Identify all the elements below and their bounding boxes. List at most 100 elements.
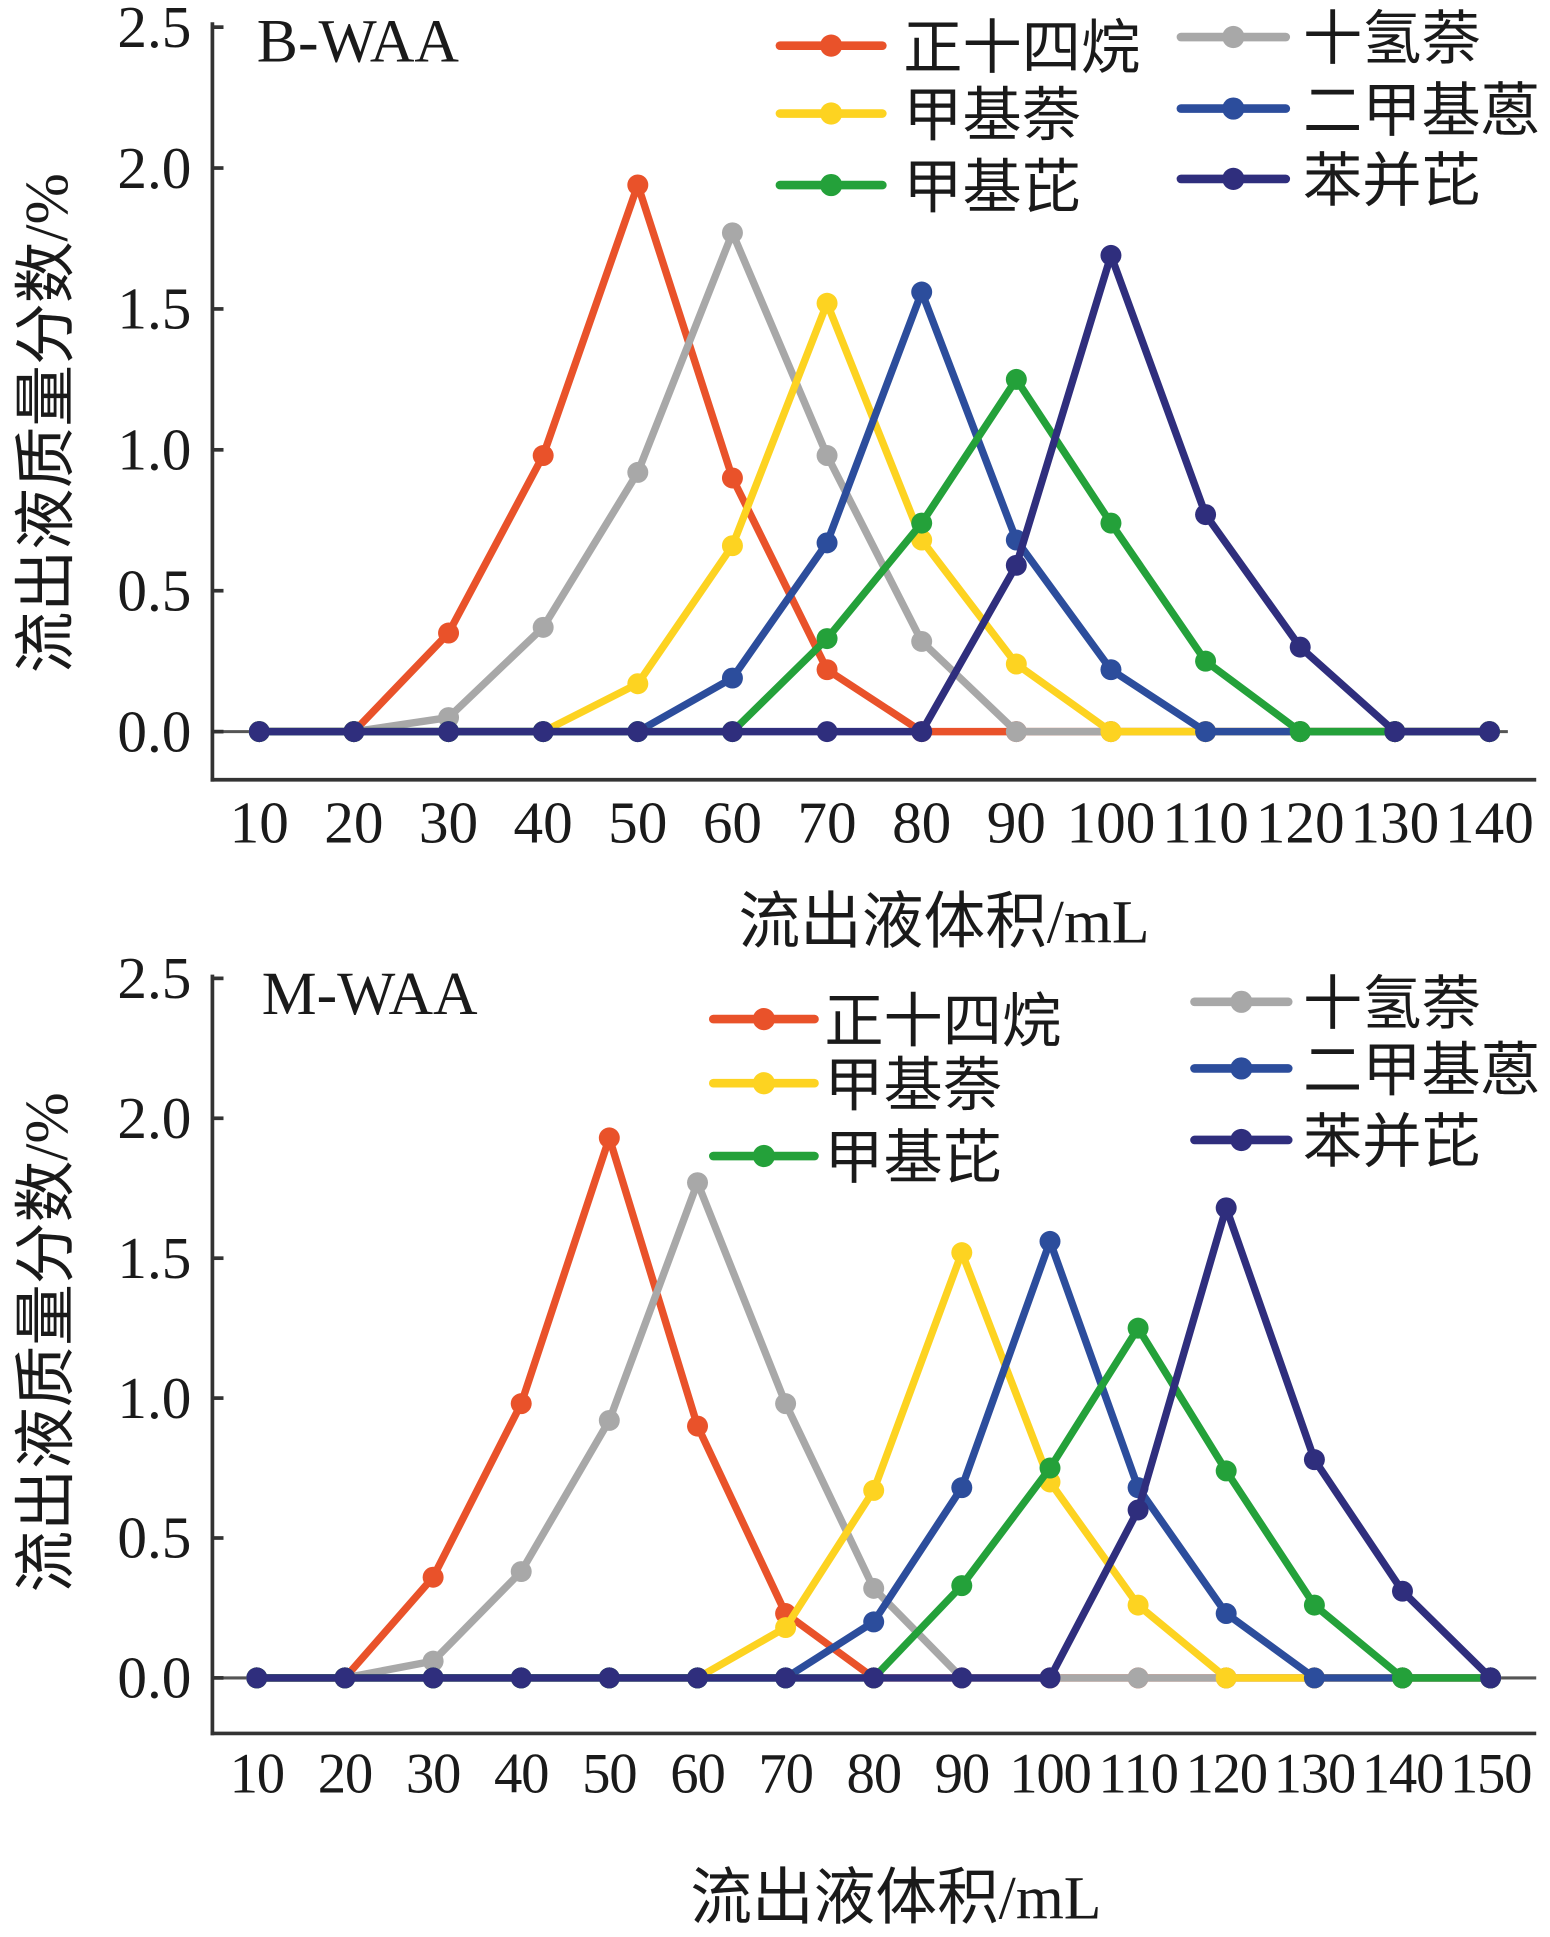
data-point [627, 461, 649, 483]
legend-label: 苯并芘 [1303, 1109, 1481, 1175]
data-point [627, 673, 649, 695]
legend-swatch-marker [820, 102, 843, 125]
data-point [438, 622, 460, 644]
x-tick-label: 10 [230, 1743, 284, 1806]
data-point [816, 659, 838, 681]
data-point [1100, 512, 1122, 534]
data-point [1478, 721, 1500, 743]
data-point [721, 467, 743, 489]
x-tick-label: 60 [670, 1743, 724, 1806]
data-point [1100, 659, 1122, 681]
data-point [863, 1479, 885, 1501]
series-layer [246, 1127, 1502, 1689]
x-tick-label: 70 [758, 1743, 812, 1806]
data-point [1195, 650, 1217, 672]
legend-swatch-marker [820, 34, 843, 57]
legend-label: 十氢萘 [1303, 971, 1481, 1037]
data-point [532, 721, 554, 743]
legend-label: 正十四烷 [824, 988, 1061, 1054]
legend-swatch-marker [1230, 1057, 1253, 1080]
x-tick-label: 20 [324, 790, 383, 856]
legend-label: 二甲基蒽 [1303, 78, 1540, 144]
legend-swatch-marker [820, 173, 843, 197]
x-tick-label: 130 [1274, 1743, 1355, 1806]
data-point [1303, 1594, 1325, 1616]
data-point [721, 667, 743, 689]
x-tick-label: 130 [1350, 790, 1439, 856]
data-point [1127, 1499, 1149, 1521]
x-axis-ticks: 10 20 30 40 50 60 70 80 90 100 110 120 130 140 [230, 790, 1534, 856]
series-layer [248, 174, 1500, 743]
data-point [911, 630, 933, 652]
y-tick-label: 2.0 [117, 1085, 191, 1151]
data-point [598, 1667, 620, 1689]
data-point [627, 721, 649, 743]
legend-swatch-marker [752, 1072, 775, 1095]
data-point [951, 1575, 973, 1597]
data-point [816, 445, 838, 466]
data-point [627, 174, 649, 196]
data-point [438, 721, 460, 743]
data-point [951, 1242, 973, 1264]
legend-item-dimethylanthracene: 二甲基蒽 [1176, 78, 1540, 144]
series-line [255, 251, 1494, 736]
data-point [687, 1667, 709, 1689]
x-tick-label: 20 [318, 1743, 372, 1806]
x-tick-label: 150 [1450, 1743, 1531, 1806]
legend-swatch-marker [1222, 97, 1245, 120]
data-point [1392, 1667, 1413, 1689]
legend-item-methylpyrene: 甲基芘 [775, 154, 1081, 220]
data-point [422, 1667, 444, 1689]
y-tick-label: 0.0 [117, 698, 191, 764]
legend-swatch-marker [752, 1144, 775, 1168]
data-point [816, 628, 838, 650]
y-tick-label: 2.5 [117, 0, 191, 60]
y-tick-label: 1.5 [117, 1225, 191, 1291]
data-point [1384, 721, 1406, 743]
data-point [721, 535, 743, 557]
data-point [1195, 721, 1217, 743]
x-tick-label: 90 [935, 1743, 989, 1806]
legend-swatch-marker [752, 1007, 775, 1031]
x-tick-label: 120 [1186, 1743, 1267, 1806]
data-point [422, 1650, 444, 1672]
data-point [721, 721, 743, 743]
data-point [1039, 1230, 1061, 1252]
data-point [1215, 1603, 1237, 1624]
data-point [510, 1393, 532, 1415]
data-point [1005, 368, 1027, 390]
x-tick-label: 30 [406, 1743, 460, 1806]
data-point [1005, 554, 1027, 576]
x-tick-label: 110 [1162, 790, 1249, 856]
x-tick-label: 120 [1256, 790, 1345, 856]
y-tick-label: 2.5 [117, 945, 191, 1011]
legend-swatch-marker [1222, 167, 1245, 190]
series-benzopyrene [248, 244, 1500, 743]
data-point [1005, 653, 1027, 675]
x-axis-title: 流出液体积/mL [738, 889, 1149, 957]
data-point [1039, 1667, 1061, 1689]
data-point [532, 445, 554, 466]
legend-item-n-tetradecane: 正十四烷 [775, 15, 1140, 81]
data-point [1303, 1667, 1325, 1689]
data-point [510, 1561, 532, 1583]
data-point [1127, 1317, 1149, 1339]
data-point [343, 721, 365, 743]
legend-label: 甲基芘 [824, 1125, 1002, 1191]
data-point [1303, 1449, 1325, 1471]
data-point [1100, 721, 1122, 743]
data-point [1289, 636, 1311, 658]
data-point [1289, 721, 1311, 743]
data-point [1195, 504, 1217, 526]
y-tick-label: 1.5 [117, 276, 191, 342]
data-point [816, 721, 838, 743]
data-point [816, 532, 838, 554]
data-point [687, 1172, 709, 1194]
legend-label: 甲基萘 [824, 1052, 1002, 1118]
legend-item-decalin: 十氢萘 [1176, 6, 1481, 72]
x-tick-label: 40 [494, 1743, 548, 1806]
data-point [863, 1611, 885, 1633]
y-tick-label: 0.5 [117, 1505, 191, 1571]
x-tick-label: 50 [582, 1743, 636, 1806]
legend-item-decalin: 十氢萘 [1190, 971, 1481, 1037]
